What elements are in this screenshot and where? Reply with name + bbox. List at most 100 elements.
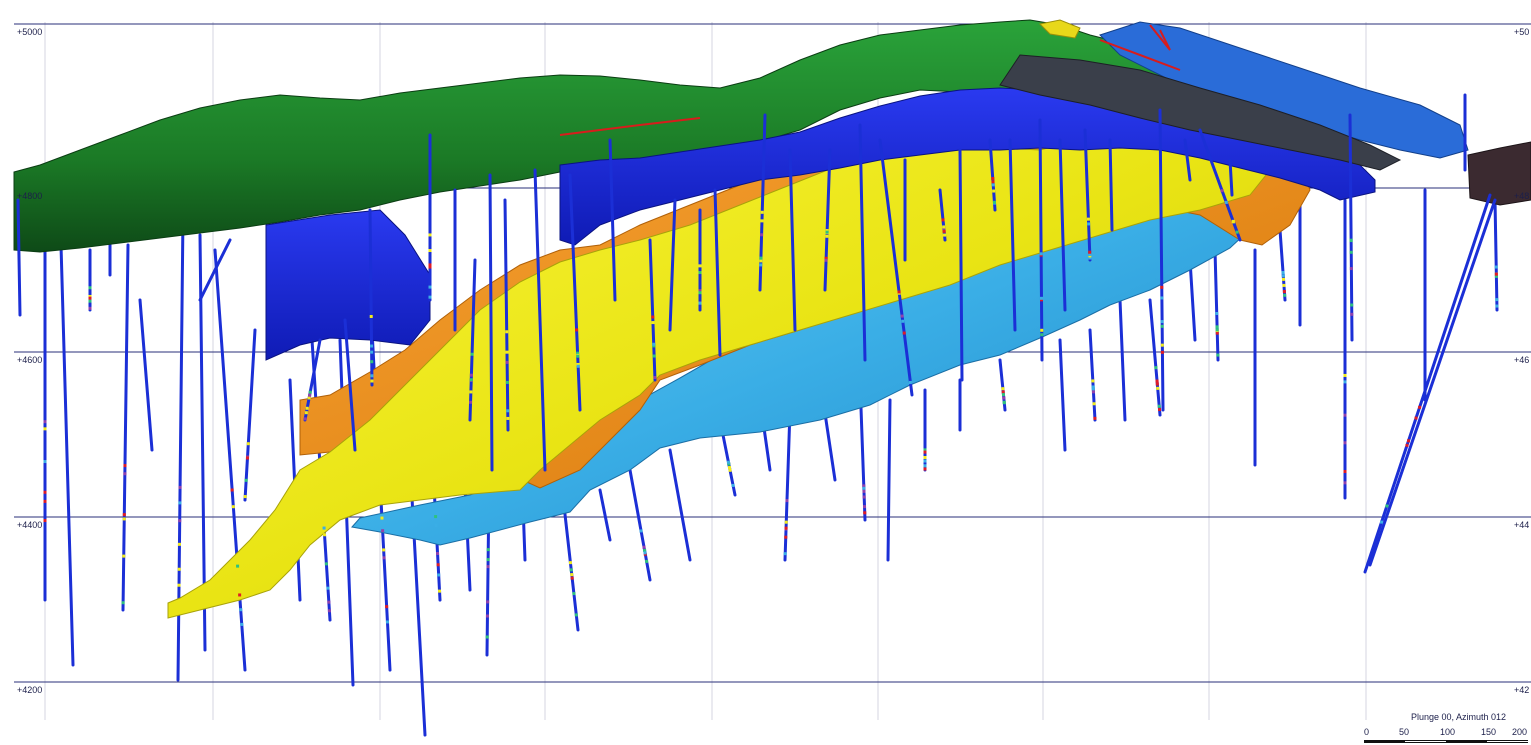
assay-interval-mark	[760, 210, 764, 214]
assay-interval-mark	[505, 330, 509, 334]
assay-interval-mark	[991, 180, 995, 184]
assay-interval-mark	[652, 354, 656, 358]
assay-interval-mark	[639, 529, 643, 533]
assay-interval-mark	[1343, 481, 1347, 485]
assay-interval-mark	[759, 259, 763, 263]
assay-interval-mark	[651, 321, 655, 325]
elevation-label-left: +4400	[17, 520, 43, 530]
assay-interval-mark	[1343, 441, 1347, 445]
assay-interval-mark	[122, 517, 126, 521]
assay-interval-mark	[569, 568, 573, 572]
drillhole-trace	[488, 173, 494, 472]
assay-interval-mark	[122, 554, 126, 558]
assay-interval-mark	[942, 229, 946, 233]
assay-interval-mark	[570, 576, 574, 580]
assay-interval-mark	[470, 352, 474, 356]
scale-segment	[1364, 740, 1405, 743]
elevation-label-right: +44	[1514, 520, 1530, 530]
assay-interval-mark	[1349, 250, 1353, 254]
assay-interval-mark	[574, 613, 578, 617]
assay-interval-mark	[1216, 353, 1220, 357]
assay-interval-mark	[177, 567, 181, 571]
drillhole-trace	[988, 138, 997, 212]
assay-interval-mark	[862, 495, 866, 499]
assay-interval-mark	[43, 427, 47, 431]
assay-interval-mark	[760, 233, 764, 237]
orientation-caption: Plunge 00, Azimuth 012	[1411, 712, 1507, 722]
assay-interval-mark	[178, 519, 182, 523]
assay-interval-mark	[1349, 238, 1353, 242]
assay-interval-mark	[1160, 320, 1164, 324]
drillhole-trace	[121, 243, 130, 612]
drillhole-trace	[368, 208, 374, 387]
assay-interval-mark	[43, 460, 47, 464]
assay-interval-mark	[244, 478, 248, 482]
scale-segment	[1487, 740, 1528, 743]
left-block-blue	[265, 209, 431, 361]
drillhole-trace	[628, 468, 652, 582]
assay-interval-mark	[239, 608, 243, 612]
assay-interval-mark	[651, 315, 655, 319]
assay-interval-mark	[469, 378, 473, 382]
assay-interval-mark	[1282, 290, 1286, 294]
assay-interval-mark	[428, 295, 432, 299]
assay-interval-mark	[862, 489, 866, 493]
assay-interval-mark	[382, 548, 386, 552]
assay-interval-mark	[643, 551, 647, 555]
drillhole-trace	[1148, 298, 1162, 417]
drillhole-trace	[788, 148, 797, 332]
assay-interval-mark	[645, 559, 649, 563]
drillhole-trace	[1038, 118, 1044, 362]
assay-interval-mark	[231, 505, 235, 509]
assay-interval-mark	[505, 360, 509, 364]
right-dark-band	[999, 54, 1402, 171]
assay-interval-mark	[1350, 303, 1354, 307]
assay-interval-mark	[825, 234, 829, 238]
elevation-label-left: +4800	[17, 191, 43, 201]
drillhole-trace	[713, 188, 722, 357]
drillhole-trace	[343, 318, 357, 452]
assay-interval-mark	[862, 486, 866, 490]
assay-interval-mark	[923, 450, 927, 454]
drillhole-trace	[1348, 113, 1354, 342]
assay-interval-mark	[236, 564, 240, 568]
assay-interval-mark	[825, 229, 829, 233]
assay-interval-mark	[1160, 350, 1164, 354]
assay-interval-mark	[1215, 311, 1219, 315]
drillhole-trace	[138, 298, 154, 452]
assay-interval-mark	[434, 515, 438, 519]
surface-cap-yellow	[1038, 19, 1081, 39]
drillhole-trace	[1158, 108, 1165, 412]
assay-interval-mark	[123, 464, 127, 468]
assay-interval-mark	[436, 552, 440, 556]
assay-interval-mark	[1091, 385, 1095, 389]
assay-interval-mark	[486, 558, 490, 562]
assay-interval-mark	[568, 561, 572, 565]
assay-interval-mark	[1282, 283, 1286, 287]
assay-interval-mark	[941, 218, 945, 222]
drillhole-trace	[783, 408, 792, 562]
assay-interval-mark	[243, 495, 247, 499]
assay-interval-mark	[576, 364, 580, 368]
elevation-label-left: +4200	[17, 685, 43, 695]
assay-interval-mark	[230, 488, 234, 492]
assay-interval-mark	[923, 455, 927, 459]
assay-interval-mark	[238, 593, 242, 597]
assay-interval-mark	[652, 344, 656, 348]
assay-interval-mark	[307, 396, 311, 400]
assay-interval-mark	[88, 286, 92, 290]
drillhole-trace	[1058, 138, 1067, 312]
drillhole-trace	[1058, 338, 1067, 452]
assay-interval-mark	[469, 373, 473, 377]
assay-interval-mark	[572, 592, 576, 596]
drillhole-trace	[1363, 193, 1492, 574]
assay-interval-mark	[323, 533, 327, 537]
drillhole-trace	[1108, 138, 1114, 232]
assay-interval-mark	[1040, 328, 1044, 332]
drillhole-trace	[1118, 298, 1127, 422]
drillhole-trace	[243, 328, 257, 502]
assay-interval-mark	[324, 562, 328, 566]
assay-interval-mark	[728, 466, 732, 470]
drillhole-trace	[668, 448, 692, 562]
